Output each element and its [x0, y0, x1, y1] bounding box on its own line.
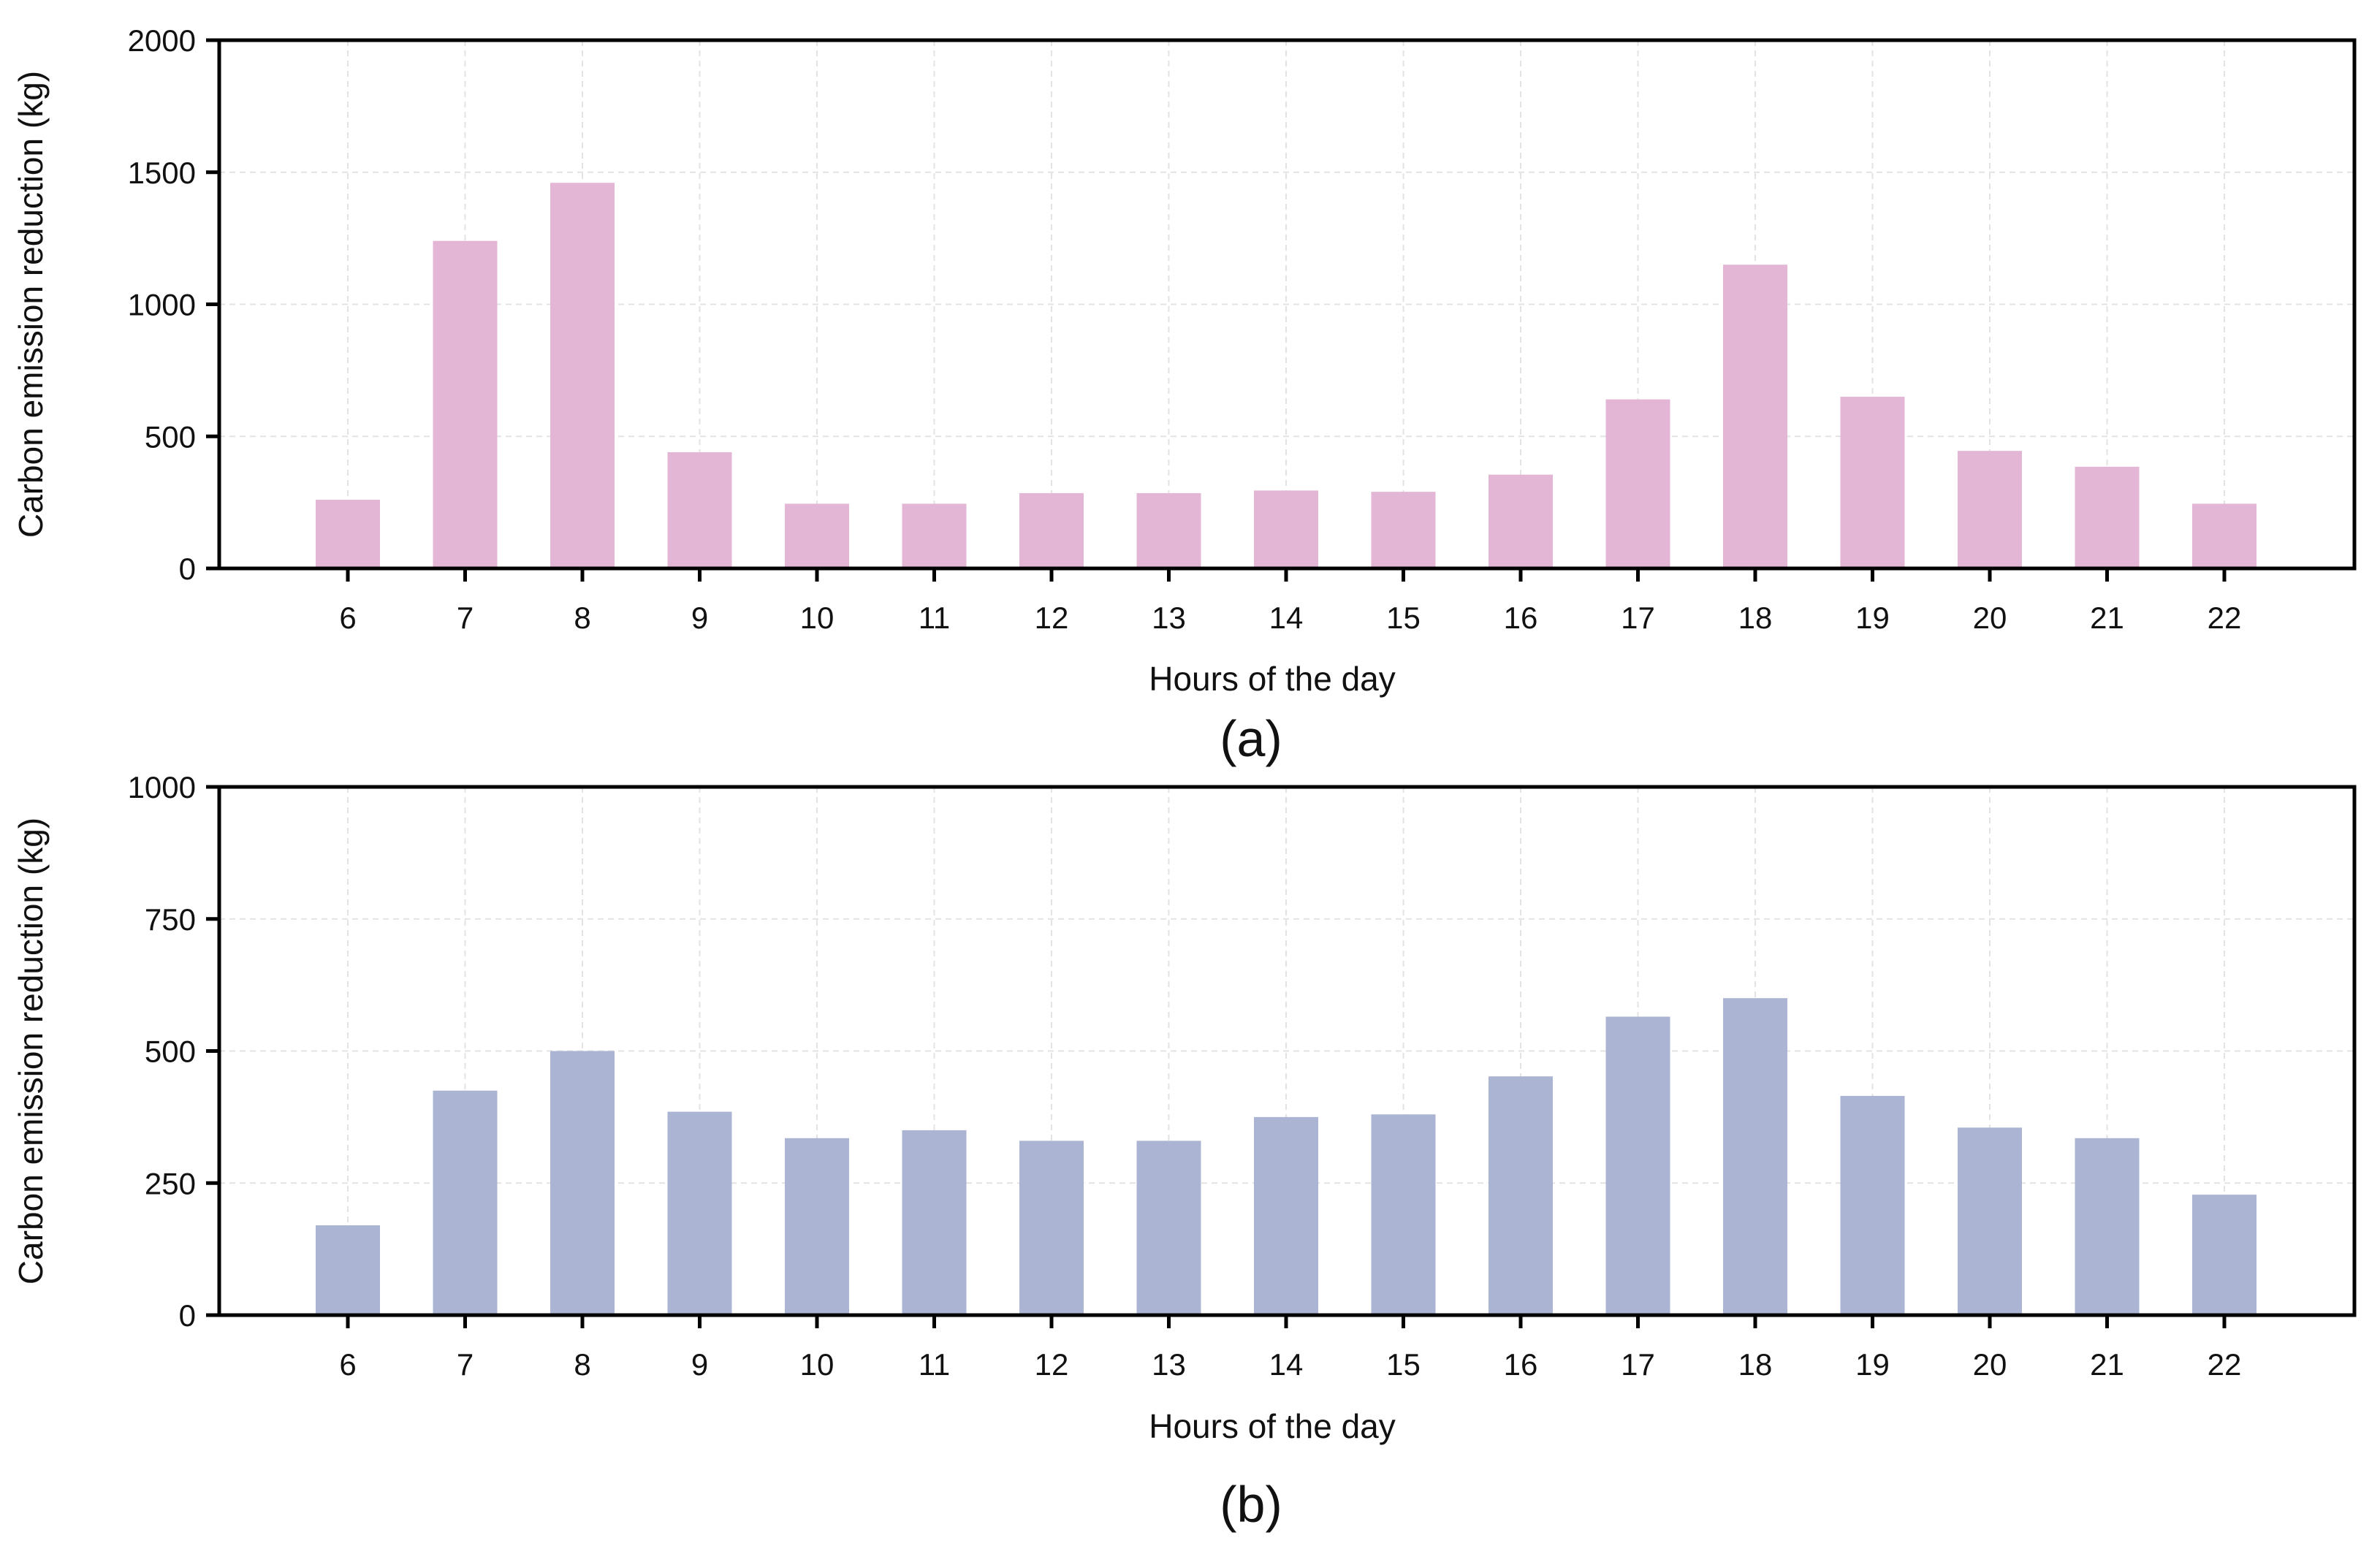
x-tick-label: 12: [1035, 601, 1069, 635]
x-tick-label: 10: [800, 1347, 834, 1382]
x-tick-label: 6: [339, 1347, 356, 1382]
x-axis-label: Hours of the day: [1149, 1407, 1396, 1445]
bar-hour-12: [1019, 492, 1084, 568]
bar-hour-10: [785, 503, 849, 568]
x-tick-label: 11: [919, 1347, 951, 1382]
x-tick-label: 17: [1621, 1347, 1655, 1382]
bar-hour-8: [550, 1051, 615, 1315]
x-tick-label: 20: [1973, 601, 2007, 635]
y-tick-label: 0: [179, 1298, 196, 1333]
x-tick-label: 19: [1855, 601, 1890, 635]
panel-label: (b): [1220, 1476, 1282, 1533]
x-tick-label: 14: [1269, 601, 1304, 635]
bar-hour-7: [433, 240, 498, 568]
x-tick-label: 7: [457, 601, 474, 635]
y-tick-label: 2000: [128, 23, 196, 58]
x-axis-label: Hours of the day: [1149, 660, 1396, 698]
x-tick-label: 13: [1152, 601, 1186, 635]
bar-hour-14: [1254, 1116, 1318, 1315]
bar-hour-22: [2192, 503, 2257, 568]
x-tick-label: 10: [800, 601, 834, 635]
x-tick-label: 6: [339, 601, 356, 635]
x-tick-label: 17: [1621, 601, 1655, 635]
x-tick-label: 21: [2090, 601, 2124, 635]
bar-hour-17: [1605, 399, 1670, 568]
bar-hour-10: [785, 1138, 849, 1315]
x-tick-label: 11: [919, 601, 951, 635]
bar-hour-7: [433, 1090, 498, 1315]
bar-hour-19: [1840, 1095, 1905, 1315]
panel-label: (a): [1220, 710, 1282, 767]
x-tick-label: 8: [574, 1347, 590, 1382]
bar-hour-6: [316, 1225, 380, 1315]
x-tick-label: 15: [1386, 601, 1421, 635]
x-tick-label: 9: [691, 1347, 708, 1382]
x-tick-label: 7: [457, 1347, 474, 1382]
bar-hour-13: [1136, 492, 1201, 568]
bar-hour-20: [1958, 451, 2022, 568]
bar-hour-11: [902, 503, 967, 568]
bar-hour-19: [1840, 397, 1905, 568]
x-tick-label: 14: [1269, 1347, 1304, 1382]
x-tick-label: 12: [1035, 1347, 1069, 1382]
bar-hour-20: [1958, 1127, 2022, 1315]
x-tick-label: 13: [1152, 1347, 1186, 1382]
bar-hour-15: [1371, 492, 1436, 568]
bar-hour-13: [1136, 1141, 1201, 1315]
bar-hour-14: [1254, 490, 1318, 568]
y-tick-label: 1500: [128, 156, 196, 190]
bar-hour-8: [550, 183, 615, 568]
bar-hour-9: [667, 1111, 732, 1315]
x-tick-label: 21: [2090, 1347, 2124, 1382]
y-tick-label: 0: [179, 552, 196, 586]
bar-hour-18: [1723, 264, 1787, 568]
x-tick-label: 22: [2208, 1347, 2242, 1382]
x-tick-label: 8: [574, 601, 590, 635]
x-tick-label: 18: [1738, 601, 1773, 635]
x-tick-label: 16: [1504, 1347, 1538, 1382]
bar-hour-6: [316, 500, 380, 568]
bar-hour-21: [2075, 1138, 2140, 1315]
bar-hour-21: [2075, 466, 2140, 568]
y-tick-label: 1000: [128, 770, 196, 804]
chart-panel-b: 0 250 500 750 1000 6 7 8 9 10 11 12 13 14 15 16 17 18 19 20…: [12, 770, 2357, 1533]
y-tick-label: 500: [145, 419, 196, 454]
x-tick-label: 16: [1504, 601, 1538, 635]
y-tick-label: 750: [145, 902, 196, 937]
bar-hour-22: [2192, 1195, 2257, 1315]
y-tick-label: 500: [145, 1035, 196, 1069]
x-tick-label: 20: [1973, 1347, 2007, 1382]
x-tick-label: 9: [691, 601, 708, 635]
bar-hour-12: [1019, 1141, 1084, 1315]
y-axis-label: Carbon emission reduction (kg): [12, 71, 50, 538]
y-tick-label: 250: [145, 1166, 196, 1200]
x-tick-label: 15: [1386, 1347, 1421, 1382]
x-tick-label: 22: [2208, 601, 2242, 635]
y-axis-label: Carbon emission reduction (kg): [12, 818, 50, 1284]
bar-hour-9: [667, 452, 732, 568]
bar-hour-17: [1605, 1016, 1670, 1315]
bar-hour-15: [1371, 1114, 1436, 1315]
x-tick-label: 19: [1855, 1347, 1890, 1382]
y-tick-label: 1000: [128, 288, 196, 322]
bar-hour-11: [902, 1130, 967, 1315]
bar-hour-18: [1723, 998, 1787, 1315]
bar-hour-16: [1489, 474, 1553, 568]
chart-panel-a: 0 500 1000 1500 2000 6 7 8 9 10 11 12 13 14 15 16 17 18 19…: [12, 23, 2357, 767]
bar-hour-16: [1489, 1076, 1553, 1315]
x-tick-label: 18: [1738, 1347, 1773, 1382]
